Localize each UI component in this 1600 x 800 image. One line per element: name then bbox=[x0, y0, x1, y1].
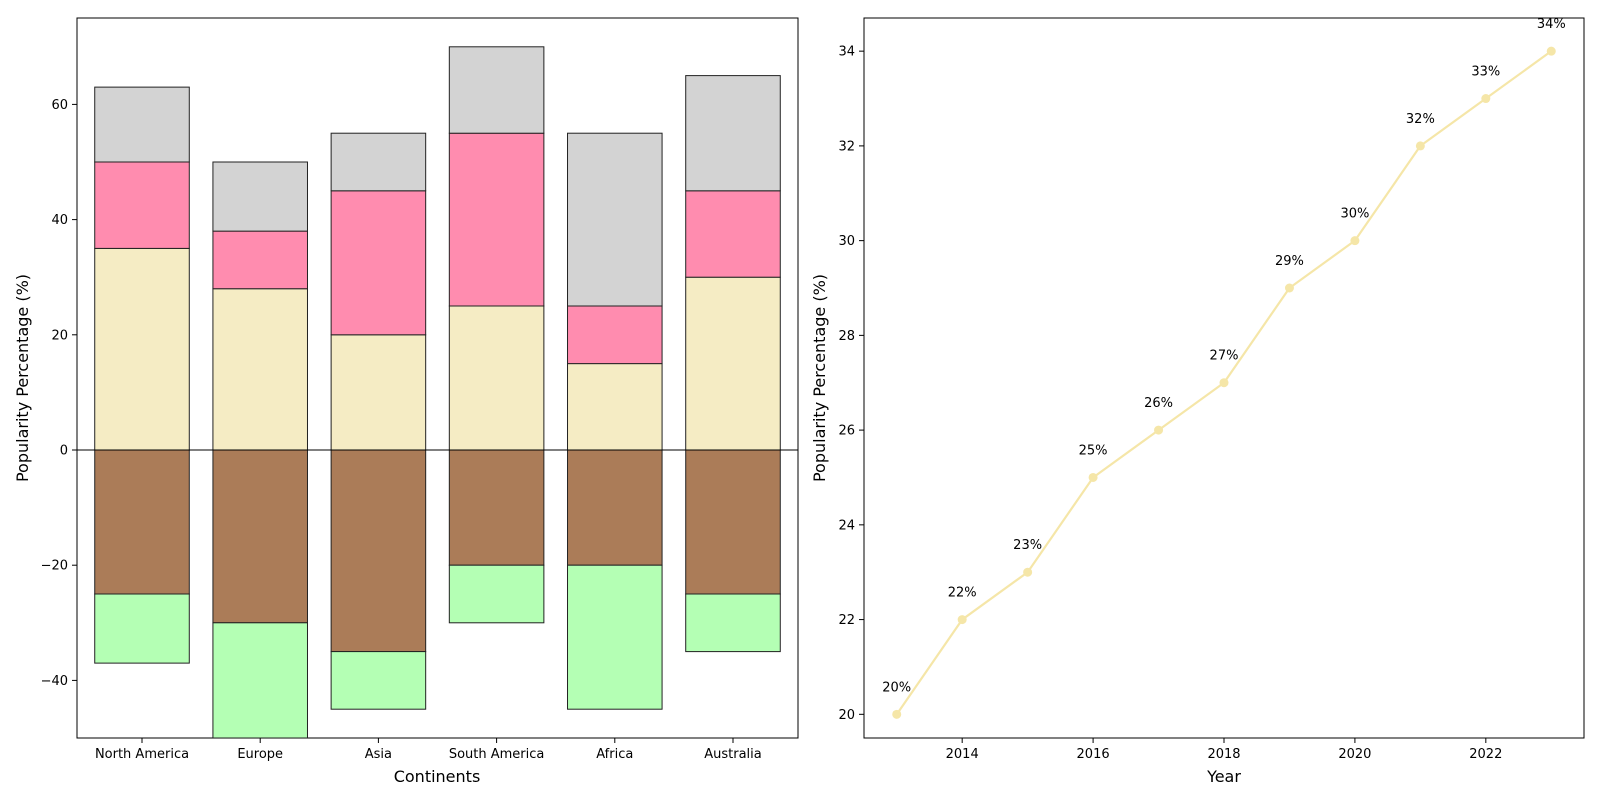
data-label: 30% bbox=[1340, 207, 1369, 222]
x-tick-label: Asia bbox=[365, 747, 392, 762]
bar-segment bbox=[94, 449, 190, 595]
bar-segment bbox=[567, 363, 663, 451]
y-tick-label: 32 bbox=[838, 139, 855, 154]
bar-x-ticks: North America Europe Asia South America Afri… bbox=[95, 738, 762, 762]
line-plot-frame bbox=[863, 17, 1585, 739]
bar-segment bbox=[448, 46, 545, 134]
y-tick-label: 26 bbox=[838, 424, 855, 439]
bar-segment bbox=[330, 651, 427, 710]
data-label: 33% bbox=[1471, 65, 1500, 80]
data-point bbox=[1415, 141, 1425, 151]
data-label: 23% bbox=[1013, 538, 1042, 553]
y-tick-label: 60 bbox=[51, 98, 68, 113]
data-label: 26% bbox=[1144, 396, 1173, 411]
bar-segment bbox=[94, 247, 190, 451]
line-y-axis-label: Popularity Percentage (%) bbox=[810, 274, 829, 482]
data-label: 27% bbox=[1210, 349, 1239, 364]
data-label: 32% bbox=[1406, 112, 1435, 127]
y-tick-label: 20 bbox=[838, 708, 855, 723]
bar-segment bbox=[448, 449, 545, 566]
data-point bbox=[1088, 472, 1098, 482]
x-tick-label: 2020 bbox=[1338, 747, 1371, 762]
bar-segment bbox=[685, 593, 781, 653]
data-point bbox=[1350, 236, 1360, 246]
bar-segment bbox=[330, 449, 427, 653]
line-x-axis-label: Year bbox=[1206, 767, 1241, 786]
bar-segment bbox=[567, 132, 663, 307]
bar-segment bbox=[567, 305, 663, 365]
x-tick-label: 2018 bbox=[1207, 747, 1240, 762]
y-tick-label: 30 bbox=[838, 234, 855, 249]
bar-segment bbox=[448, 305, 545, 451]
bar-segment bbox=[330, 190, 427, 336]
y-tick-label: −20 bbox=[41, 559, 68, 574]
line-panel: 20%22%23%25%26%27%29%30%32%33%34% 202224… bbox=[810, 17, 1585, 786]
data-point bbox=[1023, 567, 1033, 577]
y-tick-label: 0 bbox=[60, 444, 68, 459]
x-tick-label: South America bbox=[449, 747, 545, 762]
bar-y-axis-label: Popularity Percentage (%) bbox=[13, 274, 32, 482]
bar-segment bbox=[448, 132, 545, 307]
bar-segment bbox=[448, 564, 545, 624]
data-point bbox=[1284, 283, 1294, 293]
data-label: 20% bbox=[882, 680, 911, 695]
bar-segment bbox=[685, 190, 781, 278]
y-tick-label: 34 bbox=[838, 45, 855, 60]
stacked-bar-panel: −40 −20 0 20 40 60 North America Europe Asia Sou… bbox=[13, 17, 799, 786]
y-tick-label: 22 bbox=[838, 613, 855, 628]
x-tick-label: 2016 bbox=[1077, 747, 1110, 762]
bar-marks bbox=[77, 46, 798, 738]
x-tick-label: 2014 bbox=[946, 747, 979, 762]
data-label: 25% bbox=[1079, 443, 1108, 458]
line-marks: 20% 22% 23% 25% 26% 27% 29% 30% 32% 33% 34% bbox=[882, 17, 1566, 719]
bar-segment bbox=[685, 75, 781, 192]
data-point bbox=[1219, 378, 1229, 388]
x-tick-label: Australia bbox=[704, 747, 762, 762]
bar-segment bbox=[212, 161, 308, 232]
bar-segment bbox=[685, 276, 781, 451]
bar-plot-frame bbox=[76, 17, 799, 739]
bar-segment bbox=[212, 622, 308, 738]
data-point bbox=[1481, 94, 1491, 104]
line-y-ticks: 20 22 24 26 28 30 32 34 bbox=[838, 45, 864, 723]
bar-segment bbox=[212, 230, 308, 290]
bar-segment bbox=[685, 449, 781, 595]
bar-y-ticks: −40 −20 0 20 40 60 bbox=[41, 98, 77, 689]
data-point bbox=[1154, 425, 1164, 435]
bar-segment bbox=[94, 593, 190, 664]
y-tick-label: 20 bbox=[51, 328, 68, 343]
bar-segment bbox=[94, 161, 190, 249]
data-label: 29% bbox=[1275, 254, 1304, 269]
bar-segment bbox=[330, 334, 427, 451]
data-point bbox=[1546, 46, 1556, 56]
bar-segment bbox=[567, 449, 663, 566]
data-point bbox=[892, 709, 902, 719]
bar-segment bbox=[330, 132, 427, 192]
y-tick-label: 40 bbox=[51, 213, 68, 228]
data-point bbox=[957, 615, 967, 625]
x-tick-label: Europe bbox=[237, 747, 283, 762]
x-tick-label: 2022 bbox=[1469, 747, 1502, 762]
x-tick-label: North America bbox=[95, 747, 189, 762]
bar-segment bbox=[567, 564, 663, 710]
bar-segment bbox=[212, 449, 308, 624]
bar-segment bbox=[212, 288, 308, 451]
line-x-ticks: 2014 2016 2018 2020 2022 bbox=[946, 738, 1502, 762]
y-tick-label: 28 bbox=[838, 329, 855, 344]
bar-segment bbox=[94, 86, 190, 163]
data-label: 22% bbox=[948, 586, 977, 601]
data-label: 34% bbox=[1537, 17, 1566, 32]
y-tick-label: −40 bbox=[41, 674, 68, 689]
x-tick-label: Africa bbox=[596, 747, 633, 762]
bar-x-axis-label: Continents bbox=[394, 767, 481, 786]
y-tick-label: 24 bbox=[838, 518, 855, 533]
